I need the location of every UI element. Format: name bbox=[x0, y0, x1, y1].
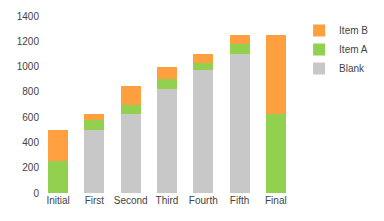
svg-text:Initial: Initial bbox=[46, 195, 69, 206]
svg-text:Final: Final bbox=[265, 195, 287, 206]
svg-text:400: 400 bbox=[22, 137, 39, 148]
svg-text:1200: 1200 bbox=[17, 36, 40, 47]
svg-text:0: 0 bbox=[33, 188, 39, 199]
svg-text:Second: Second bbox=[114, 195, 148, 206]
svg-text:1000: 1000 bbox=[17, 61, 40, 72]
svg-text:Blank: Blank bbox=[339, 63, 365, 74]
svg-text:Fifth: Fifth bbox=[230, 195, 249, 206]
svg-text:Fourth: Fourth bbox=[189, 195, 218, 206]
svg-text:800: 800 bbox=[22, 86, 39, 97]
svg-text:200: 200 bbox=[22, 162, 39, 173]
svg-text:Item B: Item B bbox=[339, 25, 368, 36]
svg-text:1400: 1400 bbox=[17, 11, 40, 22]
svg-text:Item A: Item A bbox=[339, 44, 368, 55]
svg-text:600: 600 bbox=[22, 112, 39, 123]
svg-text:Third: Third bbox=[156, 195, 179, 206]
svg-text:First: First bbox=[85, 195, 105, 206]
